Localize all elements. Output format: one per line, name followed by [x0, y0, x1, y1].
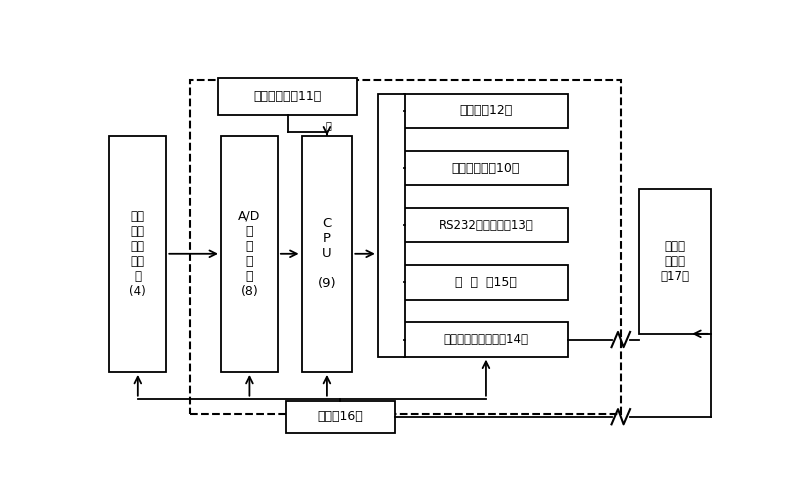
- Bar: [221, 136, 278, 372]
- Text: 标准信号输出电路（14）: 标准信号输出电路（14）: [443, 333, 529, 346]
- Bar: [639, 189, 710, 334]
- Text: RS232通讯电路（13）: RS232通讯电路（13）: [438, 219, 534, 232]
- Bar: [378, 94, 405, 357]
- Bar: [110, 136, 166, 372]
- Text: 键  盘  （15）: 键 盘 （15）: [455, 276, 517, 289]
- Bar: [218, 78, 358, 115]
- Text: C
P
U

(9): C P U (9): [318, 217, 336, 290]
- Bar: [404, 322, 568, 357]
- Bar: [404, 265, 568, 299]
- Bar: [404, 94, 568, 128]
- Text: A/D
转
换
电
路
(8): A/D 转 换 电 路 (8): [238, 210, 261, 298]
- Text: 监测系
统分站
（17）: 监测系 统分站 （17）: [661, 240, 690, 283]
- Bar: [286, 400, 394, 433]
- Text: 程序存储器（11）: 程序存储器（11）: [254, 90, 322, 103]
- Text: 数据存储器（10）: 数据存储器（10）: [452, 161, 520, 175]
- Text: 电源（16）: 电源（16）: [318, 410, 363, 423]
- Text: 电子
数显
液压
传感
器
(4): 电子 数显 液压 传感 器 (4): [130, 210, 146, 298]
- Text: 显示器（12）: 显示器（12）: [459, 104, 513, 117]
- Bar: [404, 151, 568, 185]
- Bar: [404, 208, 568, 243]
- Bar: [302, 136, 352, 372]
- Bar: [190, 80, 621, 414]
- Text: 器: 器: [326, 120, 331, 130]
